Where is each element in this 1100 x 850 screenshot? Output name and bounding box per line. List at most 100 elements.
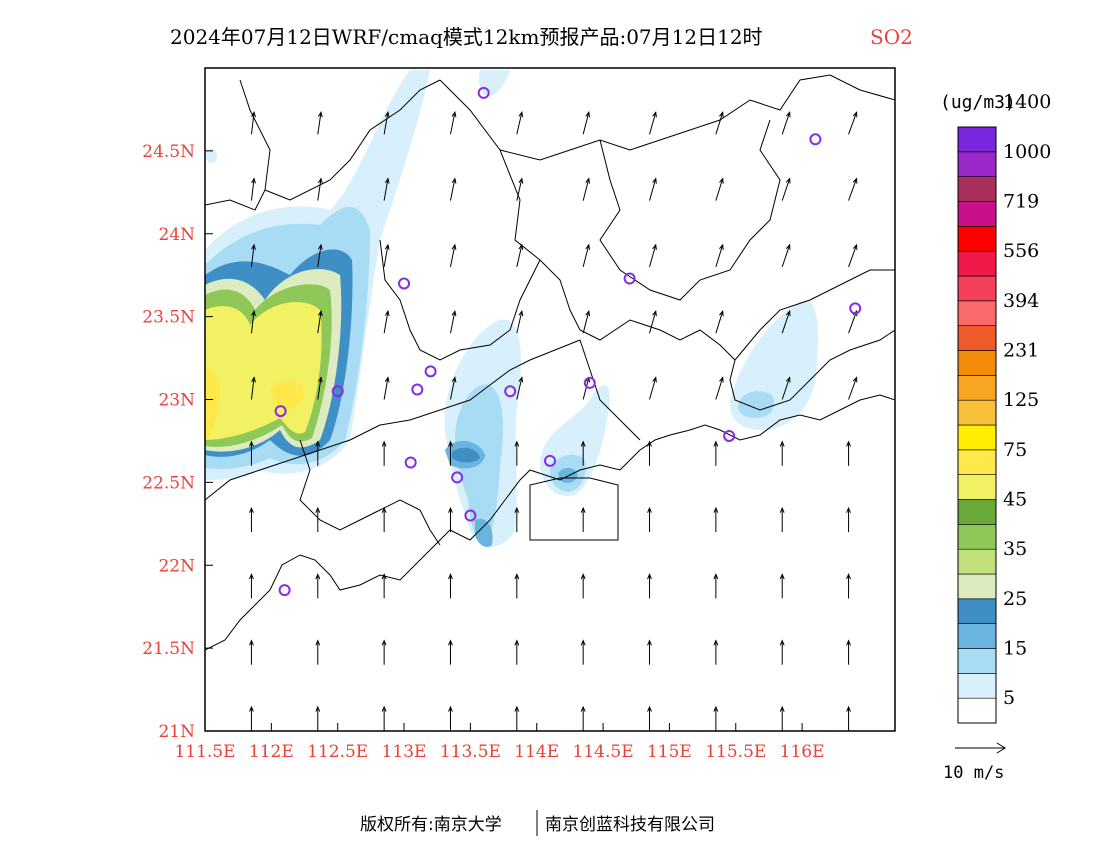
wind-arrowhead: [846, 639, 851, 646]
legend-level-label: 35: [1003, 538, 1027, 560]
wind-arrowhead: [719, 111, 724, 118]
wind-arrow: [449, 377, 456, 400]
lat-tick-label: 24.5N: [142, 142, 195, 162]
wind-arrow: [250, 178, 255, 201]
wind-arrow: [449, 112, 456, 135]
wind-arrowhead: [846, 573, 851, 580]
legend-level-label: 556: [1003, 240, 1039, 262]
wind-arrow: [848, 311, 858, 334]
wind-arrow: [317, 178, 322, 201]
legend-swatch: [957, 250, 997, 277]
station-marker: [404, 456, 417, 469]
wind-arrowhead: [381, 440, 387, 447]
wind-vectors: [249, 111, 858, 731]
wind-arrow: [250, 244, 255, 267]
wind-arrowhead: [251, 309, 256, 317]
wind-arrowhead: [713, 506, 719, 513]
wind-arrowhead: [580, 506, 586, 513]
wind-arrow: [516, 377, 523, 400]
wind-arrowhead: [249, 440, 254, 447]
wind-arrowhead: [580, 705, 586, 712]
station-marker: [451, 471, 464, 484]
wind-arrowhead: [448, 639, 453, 646]
wind-arrowhead: [585, 309, 591, 317]
map-title: 2024年07月12日WRF/cmaq模式12km预报产品:07月12日12时: [170, 25, 763, 49]
coastline: [205, 394, 895, 651]
plume-125: [205, 369, 305, 440]
wind-arrowhead: [852, 243, 858, 250]
wind-arrowhead: [518, 376, 524, 383]
legend-swatch: [957, 573, 997, 600]
wind-arrowhead: [451, 111, 457, 118]
wind-arrowhead: [384, 177, 390, 184]
legend-swatch: [957, 623, 997, 649]
wind-arrow: [582, 178, 590, 201]
station-marker: [331, 385, 344, 398]
wind-arrow: [317, 311, 322, 334]
wind-scale-label: 10 m/s: [943, 763, 1004, 783]
wind-arrow: [582, 112, 590, 135]
legend-swatch: [957, 673, 997, 699]
wind-arrow: [848, 377, 858, 400]
boundary-3: [439, 79, 895, 361]
wind-arrowhead: [785, 243, 791, 250]
legend-colorbar: [957, 126, 997, 724]
wind-arrowhead: [779, 506, 785, 513]
species-label: SO2: [870, 25, 913, 49]
wind-arrowhead: [249, 705, 254, 712]
wind-arrowhead: [384, 309, 390, 317]
wind-arrow: [848, 112, 858, 135]
boundary-10: [205, 189, 266, 211]
wind-arrowhead: [451, 309, 457, 317]
latitude-axis: 21N 21.5N 22N 22.5N 23N 23.5N 24N 24.5N: [142, 142, 213, 742]
station-marker: [477, 86, 490, 99]
legend-swatch: [957, 176, 997, 202]
station-marker: [723, 429, 736, 442]
footer-right: 南京创蓝科技有限公司: [545, 815, 715, 835]
station-marker: [424, 365, 437, 378]
wind-arrowhead: [448, 506, 453, 513]
wind-arrow: [781, 244, 791, 268]
legend-swatch: [957, 474, 997, 500]
monitoring-stations: [274, 86, 862, 597]
wind-arrowhead: [713, 573, 719, 580]
station-marker: [464, 509, 477, 522]
legend-swatch: [957, 499, 997, 525]
station-marker: [278, 584, 291, 597]
wind-arrowhead: [381, 639, 387, 646]
color-legend: (ug/m3) 5 15 25 35 45 75 125 231 394 556 719 1000 14…: [940, 91, 1051, 724]
wind-arrowhead: [514, 639, 520, 646]
wind-arrow: [781, 112, 791, 135]
prd-35: [452, 447, 480, 463]
wind-arrow: [516, 311, 523, 334]
legend-swatch: [957, 399, 997, 426]
station-marker: [849, 302, 862, 315]
wind-arrow: [649, 311, 657, 334]
wind-arrowhead: [251, 177, 256, 184]
wind-arrowhead: [448, 440, 453, 447]
wind-arrowhead: [852, 376, 858, 383]
lon-tick-label: 114E: [514, 742, 559, 762]
wind-arrowhead: [585, 111, 591, 118]
lon-tick-label: 114.5E: [573, 742, 634, 762]
wind-arrow: [781, 178, 791, 201]
wind-arrow: [715, 377, 724, 400]
station-marker: [809, 133, 822, 146]
east-15: [737, 391, 775, 418]
legend-level-label: 125: [1003, 389, 1039, 411]
wind-arrowhead: [315, 573, 321, 580]
wind-arrowhead: [518, 243, 524, 250]
wind-arrowhead: [585, 243, 591, 250]
boundary-1: [205, 339, 581, 501]
longitude-axis: 111.5E 112E 112.5E 113E 113.5E 114E 114.5E 115E…: [174, 723, 825, 762]
legend-swatch: [957, 226, 997, 252]
legend-swatch: [957, 126, 997, 153]
wind-arrow: [649, 178, 657, 201]
wind-arrowhead: [451, 177, 457, 184]
wind-arrow: [250, 377, 255, 400]
wind-arrowhead: [317, 309, 323, 317]
legend-swatch: [957, 201, 997, 227]
legend-swatch: [957, 375, 997, 401]
wind-arrowhead: [384, 376, 390, 383]
wind-arrowhead: [713, 705, 719, 712]
